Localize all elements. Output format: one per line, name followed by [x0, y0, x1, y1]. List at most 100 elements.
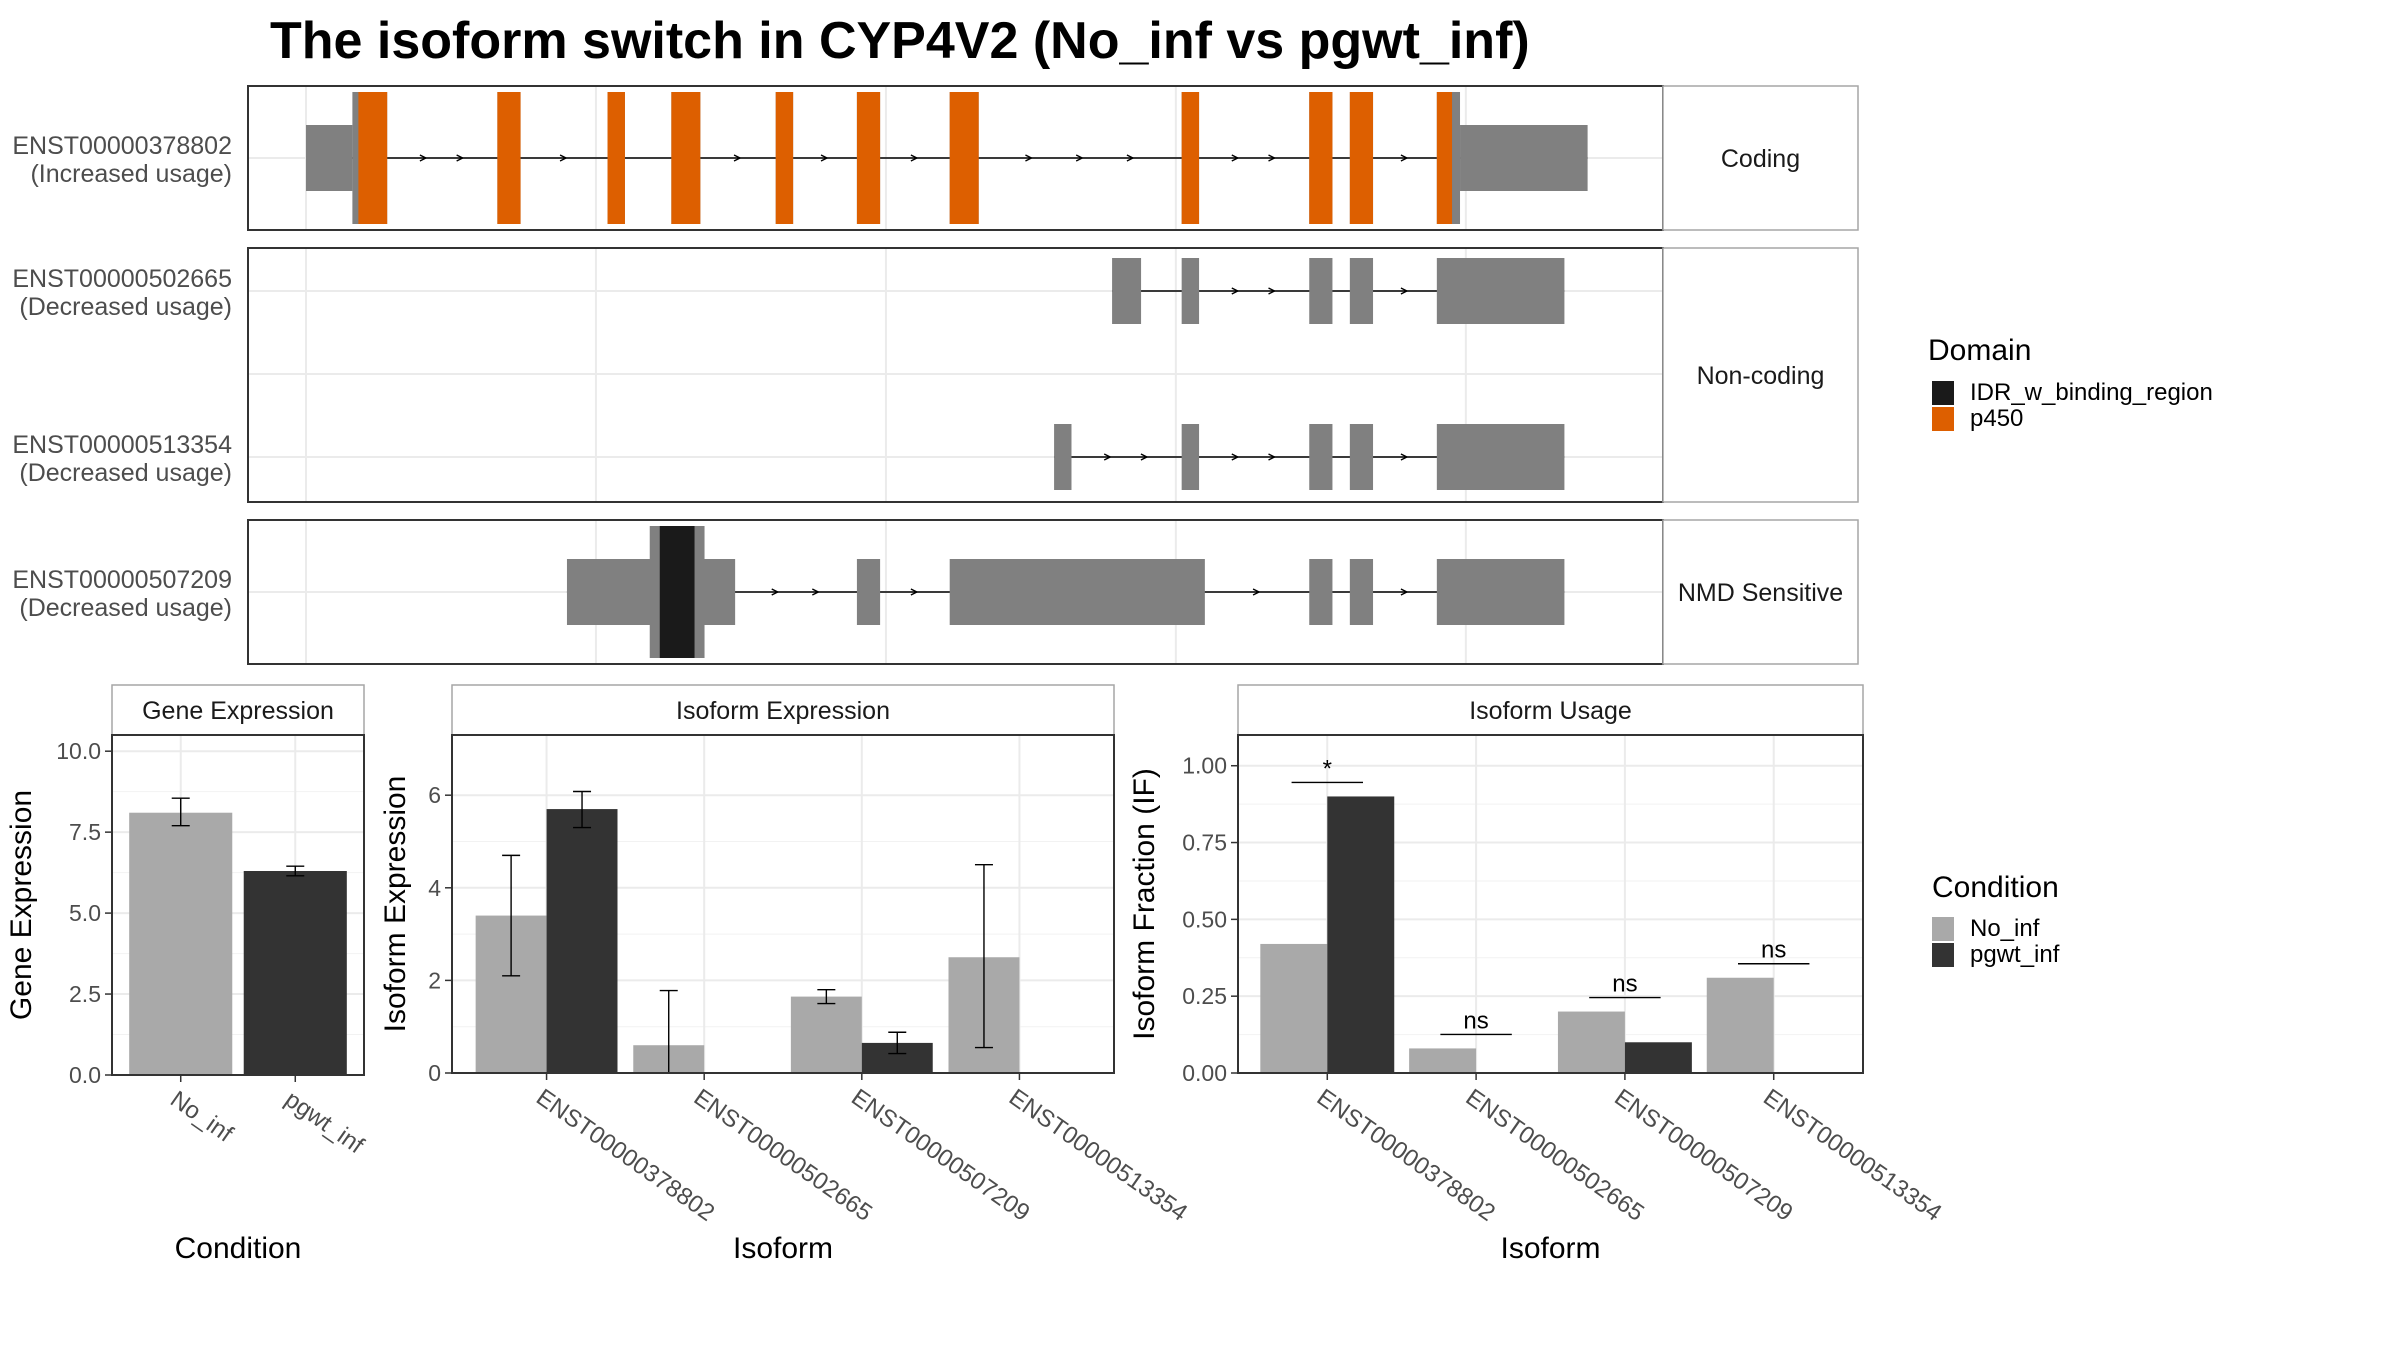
p450-domain-block: [1309, 92, 1333, 224]
exon-block: [856, 559, 881, 625]
strip-box: [451, 684, 1115, 736]
intron-arrow: [1103, 453, 1112, 461]
intron-arrow: [1252, 588, 1261, 596]
exon-block: [1309, 258, 1333, 324]
p450-domain-block: [607, 92, 625, 224]
transcript-id-label: ENST00000507209: [12, 566, 232, 594]
y-tick-label: 2.5: [69, 981, 101, 1007]
transcript-usage-label: (Decreased usage): [19, 459, 232, 487]
y-axis-title: Isoform Fraction (IF): [1128, 768, 1161, 1040]
intron-arrow: [910, 154, 919, 162]
transcript-usage-label: (Decreased usage): [19, 293, 232, 321]
bar: [1624, 1042, 1692, 1073]
transcript-id-label: ENST00000378802: [12, 132, 232, 160]
transcript-id-label: ENST00000502665: [12, 265, 232, 293]
p450-domain-block: [1436, 92, 1453, 224]
intron-arrow: [1075, 154, 1084, 162]
intron-arrow: [1231, 453, 1240, 461]
intron-arrow: [1231, 287, 1240, 295]
condition-legend-title: Condition: [1932, 871, 2059, 904]
strip-label: Isoform Usage: [1469, 697, 1632, 725]
bar: [790, 996, 862, 1073]
exon-block: [1181, 424, 1200, 490]
y-tick-label: 4: [428, 875, 441, 901]
intron-arrow: [1400, 453, 1409, 461]
bar: [1409, 1048, 1477, 1073]
x-axis-title: Isoform: [1500, 1232, 1600, 1265]
p450-domain-block: [949, 92, 979, 224]
isoform-expression-chart: Isoform Expression0246ENST00000378802ENS…: [379, 684, 1192, 1265]
y-tick-label: 0: [428, 1060, 441, 1086]
bar: [1706, 977, 1774, 1073]
bar: [1260, 943, 1328, 1073]
idr-domain-block: [659, 526, 695, 658]
strip-label: Non-coding: [1697, 362, 1825, 390]
strip-label: Isoform Expression: [676, 697, 890, 725]
intron-arrow: [1231, 154, 1240, 162]
y-tick-label: 5.0: [69, 900, 101, 926]
exon-block: [1349, 258, 1374, 324]
chart-panel-border: [111, 734, 365, 1076]
legend-label: IDR_w_binding_region: [1970, 379, 2213, 406]
significance-label: *: [1323, 755, 1332, 782]
exon-block: [1054, 424, 1072, 490]
significance-label: ns: [1761, 937, 1786, 964]
gene-expression-chart: Gene Expression 0.0 2.5 5.0 7.5 10.0 No_inf pgw…: [5, 684, 369, 1265]
strip-label: Coding: [1721, 145, 1800, 173]
p450-domain-block: [358, 92, 388, 224]
isoform-usage-chart: Isoform Usage * ns ns ns 0.00 0.25 0.50 0.75 1.00…: [1128, 684, 1946, 1265]
bar: [1557, 1011, 1625, 1073]
strip-label: Gene Expression: [142, 697, 334, 725]
p450-domain-block: [1349, 92, 1374, 224]
exon-block: [949, 559, 1205, 625]
legend-label: p450: [1970, 405, 2023, 432]
transcript-usage-label: (Increased usage): [30, 160, 232, 188]
exon-block: [1436, 424, 1565, 490]
strip-box: [1662, 247, 1859, 503]
intron-arrow: [1400, 588, 1409, 596]
intron-arrow: [812, 588, 820, 596]
strip-box: [1662, 519, 1859, 665]
utr-block: [305, 125, 353, 191]
y-tick-label: 6: [428, 782, 441, 808]
strip-box: [1662, 85, 1859, 231]
legend-swatch: [1932, 917, 1954, 941]
legend-label: pgwt_inf: [1970, 941, 2060, 968]
domain-legend-title: Domain: [1928, 334, 2031, 367]
y-tick-label: 0.50: [1182, 906, 1227, 932]
y-tick-label: 2: [428, 967, 441, 993]
exon-block: [1349, 424, 1374, 490]
intron-arrow: [456, 154, 465, 162]
strip-label: NMD Sensitive: [1678, 579, 1843, 607]
x-tick-label: No_inf: [165, 1086, 238, 1148]
intron-arrow: [733, 154, 742, 162]
legend-swatch: [1932, 407, 1954, 431]
utr-block: [1460, 125, 1588, 191]
p450-domain-block: [671, 92, 701, 224]
p450-domain-block: [1181, 92, 1200, 224]
intron-arrow: [1268, 287, 1277, 295]
transcript-usage-label: (Decreased usage): [19, 594, 232, 622]
y-tick-label: 0.0: [69, 1062, 101, 1088]
legend-swatch: [1932, 381, 1954, 405]
intron-arrow: [1268, 154, 1277, 162]
exon-block: [1436, 258, 1565, 324]
significance-label: ns: [1463, 1007, 1488, 1034]
intron-arrow: [771, 588, 780, 596]
chart-panel-border: [451, 734, 1115, 1074]
intron-arrow: [1126, 154, 1135, 162]
intron-arrow: [1025, 154, 1034, 162]
bar: [1327, 796, 1395, 1073]
intron-arrow: [1400, 287, 1409, 295]
transcript-id-label: ENST00000513354: [12, 431, 232, 459]
exon-block: [1309, 424, 1333, 490]
intron-arrow: [910, 588, 919, 596]
bar: [243, 871, 347, 1075]
p450-domain-block: [856, 92, 881, 224]
transcript-structure-plot: ENST00000378802(Increased usage) Coding EN…: [12, 85, 1859, 665]
intron-arrow: [1400, 154, 1409, 162]
x-tick-label: pgwt_inf: [280, 1086, 369, 1160]
